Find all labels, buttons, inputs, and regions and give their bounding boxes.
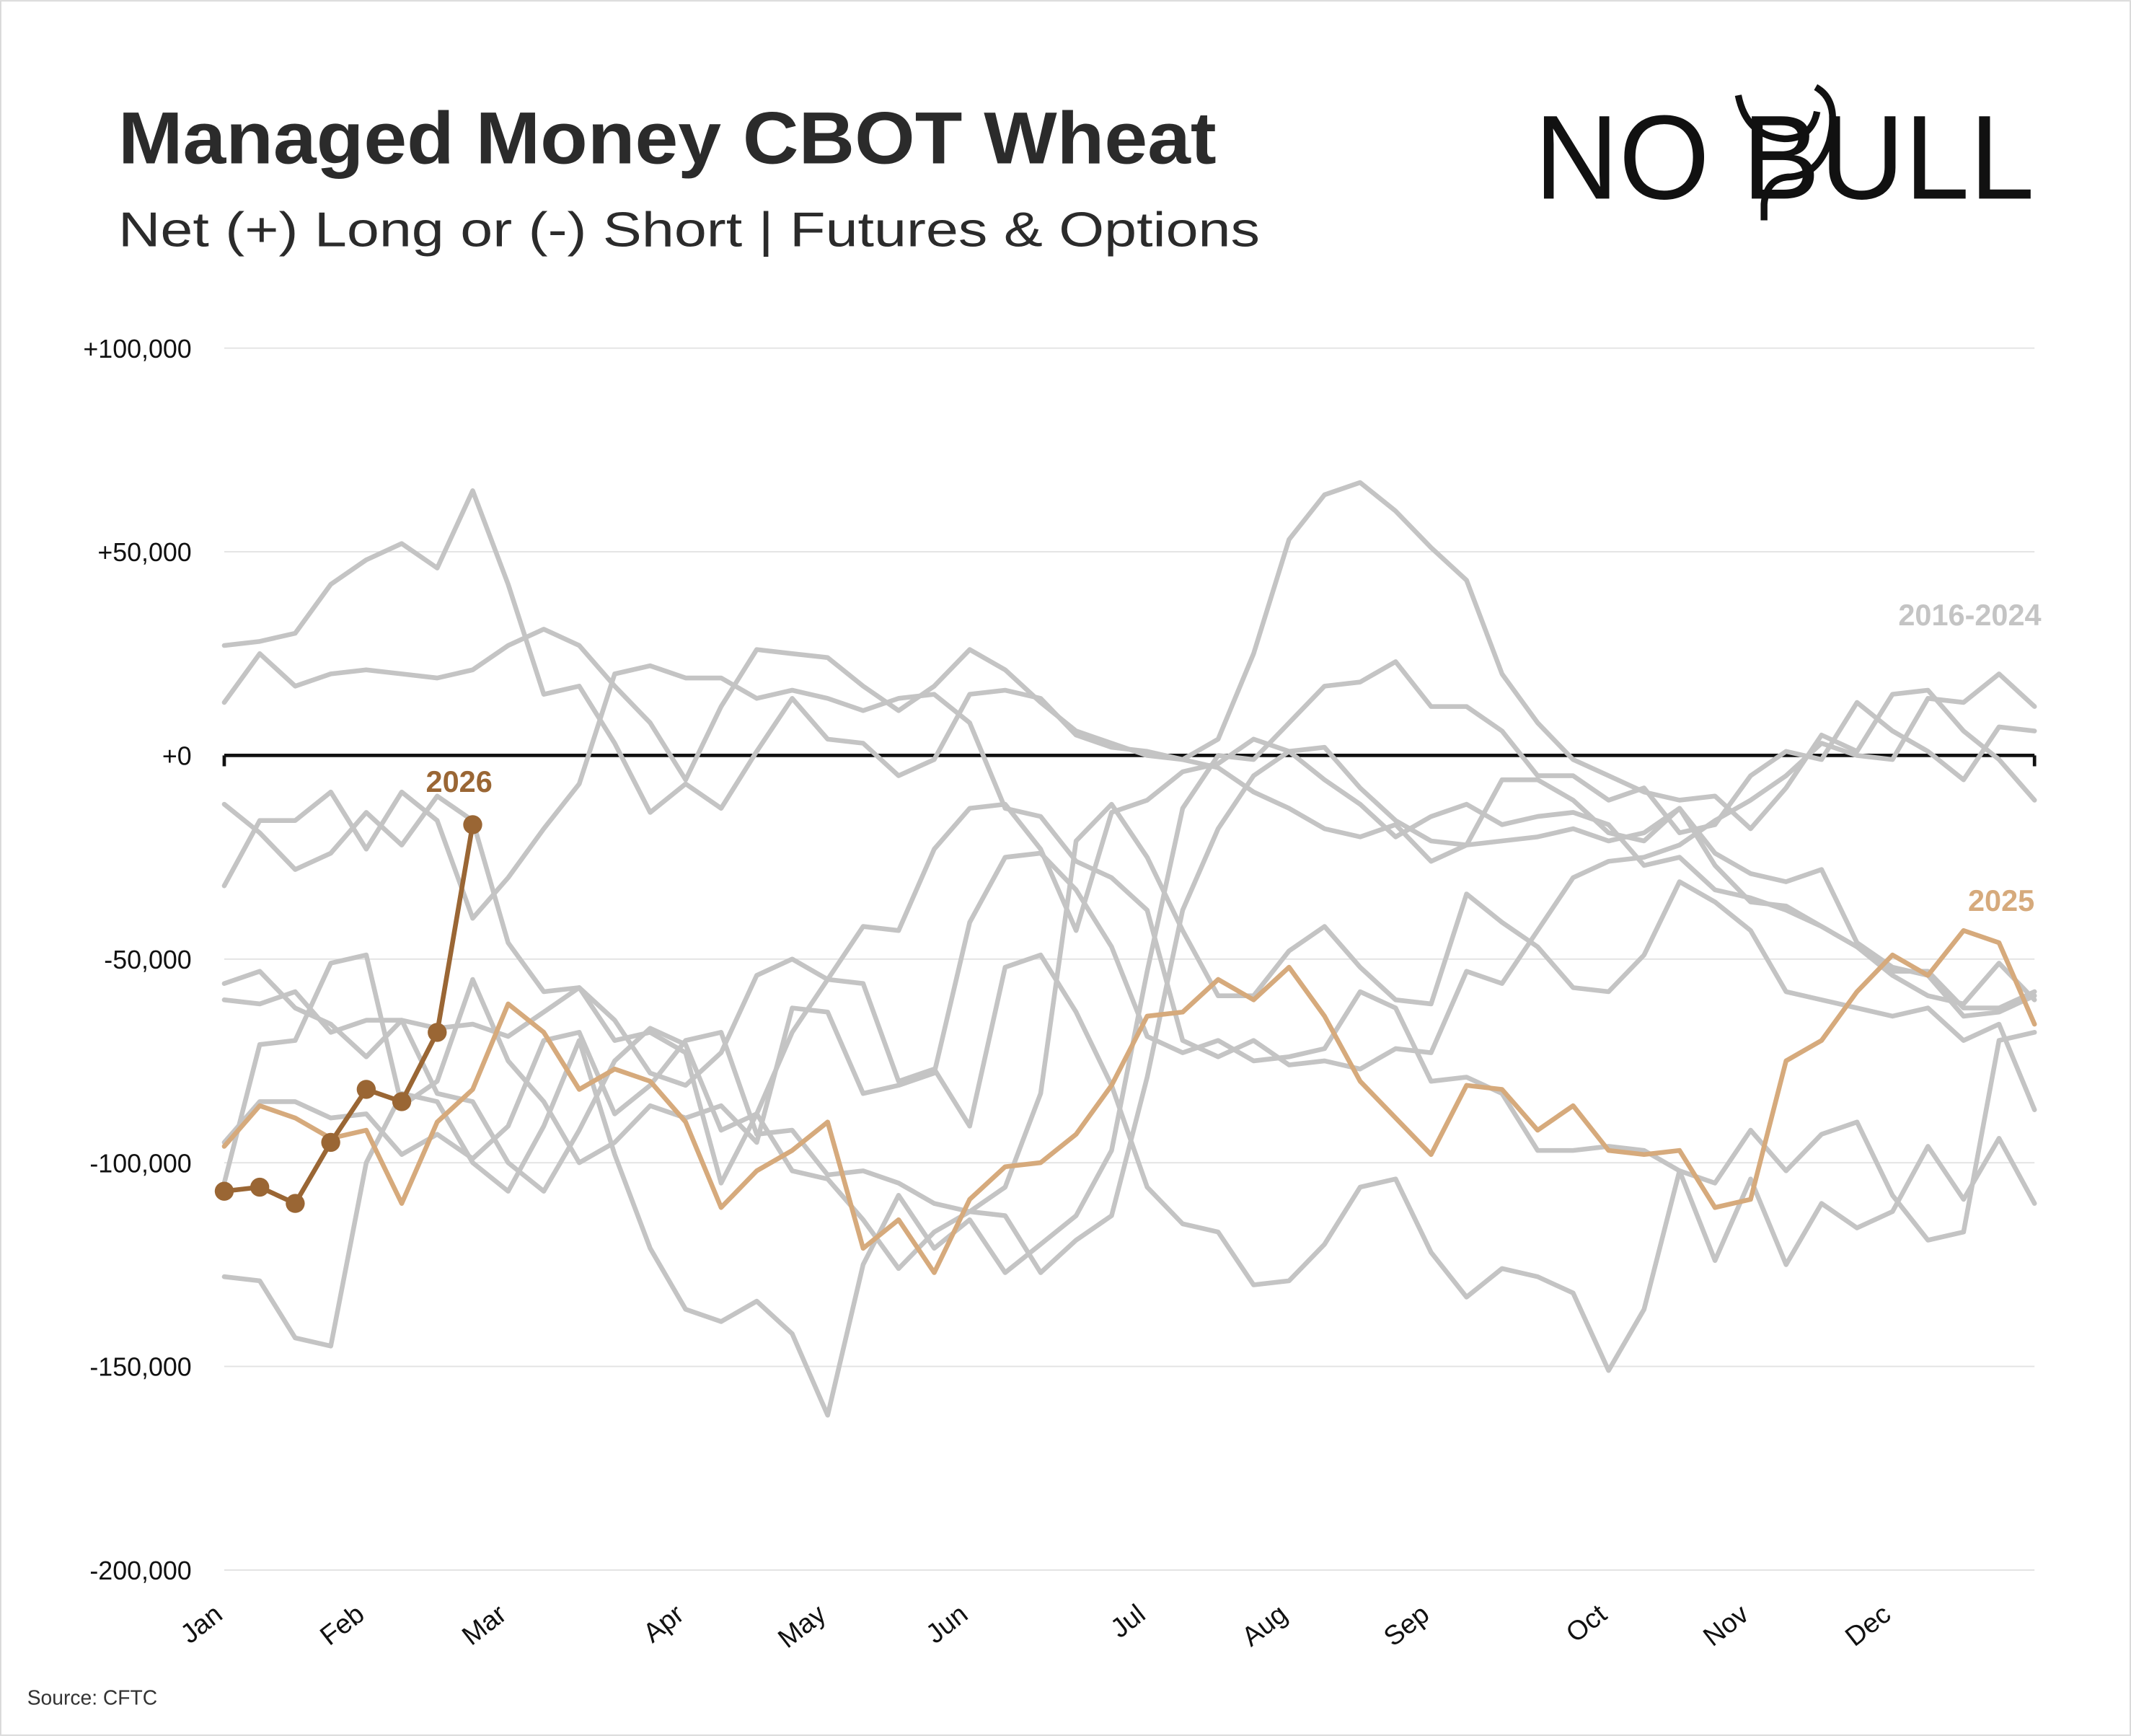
y-tick-label: +100,000: [83, 335, 191, 363]
series-line: [221, 744, 2037, 1275]
series-label: 2025: [1968, 884, 2034, 917]
chart-title: Managed Money CBOT Wheat: [118, 97, 1217, 179]
series-line: [221, 659, 2037, 1418]
y-tick-label: -100,000: [89, 1149, 191, 1178]
series-marker: [321, 1132, 340, 1153]
series-line: [221, 952, 2037, 1373]
logo-text: NO BULL: [1535, 91, 2035, 224]
chart-subtitle: Net (+) Long or (-) Short | Futures & Op…: [118, 203, 1260, 257]
series-marker: [250, 1177, 270, 1197]
series-marker: [392, 1092, 412, 1111]
logo: NO BULL: [1535, 84, 2035, 224]
series-line: [221, 928, 2037, 1275]
series-line: [221, 801, 2037, 1215]
y-tick-label: -200,000: [89, 1556, 191, 1585]
series-line: [221, 736, 2037, 1186]
series-line: [221, 663, 2037, 1072]
series-marker: [463, 815, 482, 834]
source: Source: CFTC: [27, 1686, 158, 1709]
logo-horn: [1734, 84, 1836, 221]
series-marker: [214, 1181, 234, 1201]
series-marker: [428, 1023, 447, 1042]
group-label: 2016-2024: [1898, 598, 2041, 632]
y-tick-label: +50,000: [97, 538, 191, 567]
series-marker: [286, 1194, 305, 1213]
y-tick-label: -150,000: [89, 1353, 191, 1382]
series-label: 2026: [426, 765, 493, 798]
y-tick-label: -50,000: [104, 946, 191, 974]
series-marker: [356, 1080, 376, 1099]
y-tick-label: +0: [162, 742, 192, 771]
